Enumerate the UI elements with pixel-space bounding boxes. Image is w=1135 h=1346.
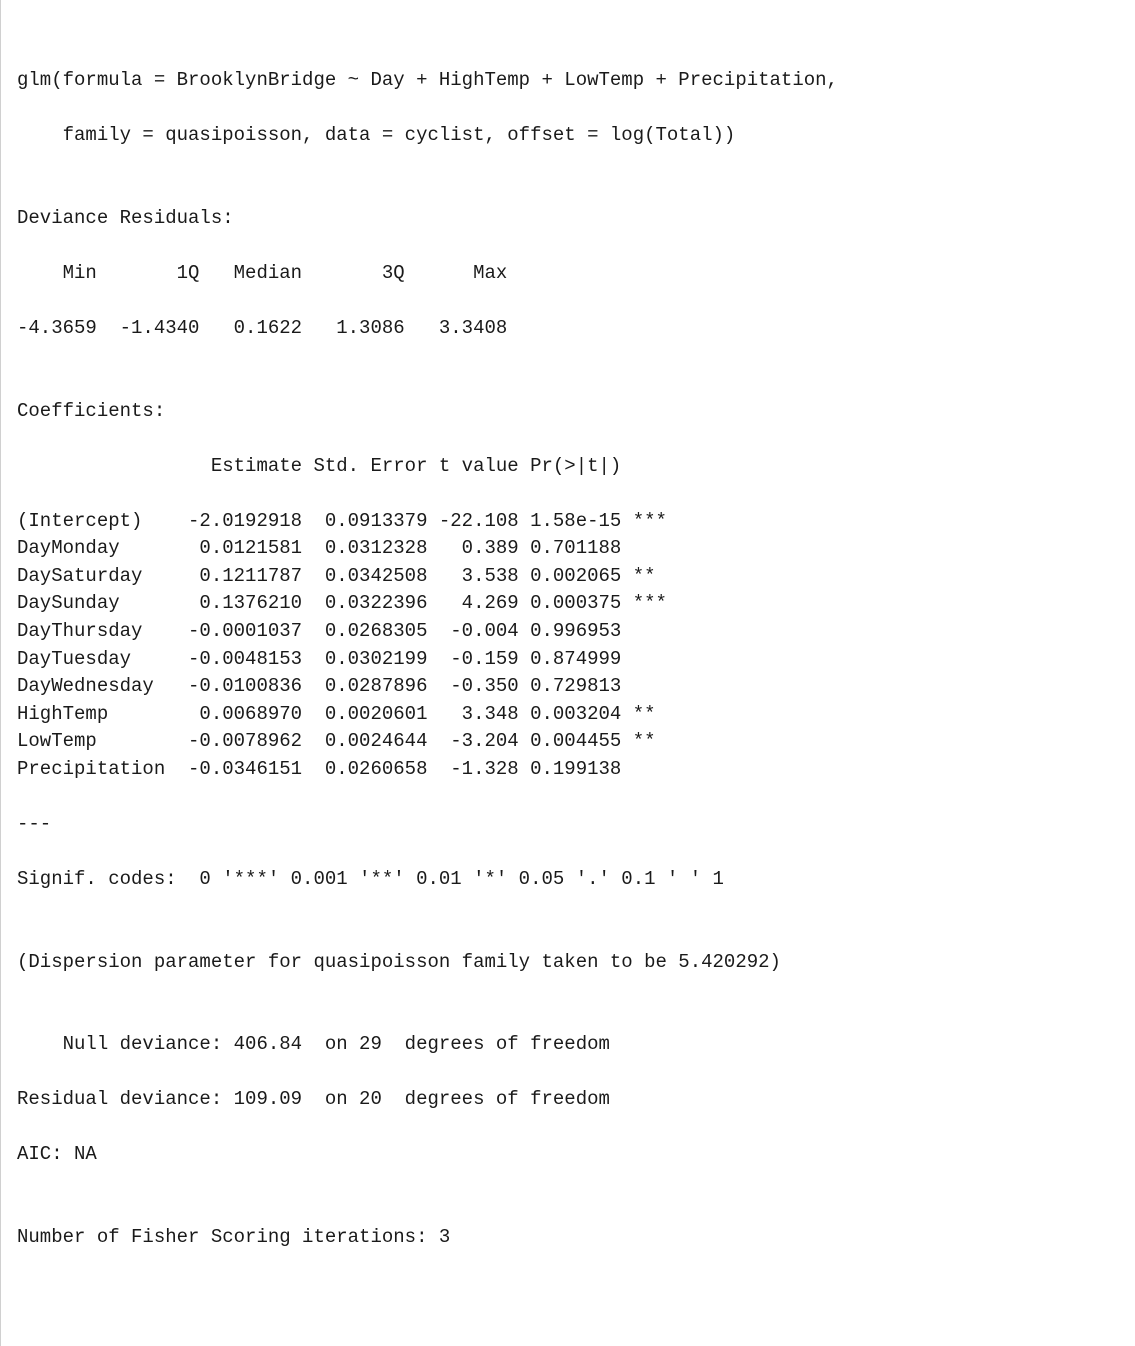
coefficient-row: DayTuesday -0.0048153 0.0302199 -0.159 0… (17, 646, 1119, 674)
deviance-residuals-title: Deviance Residuals: (17, 205, 1119, 233)
null-deviance: Null deviance: 406.84 on 29 degrees of f… (17, 1031, 1119, 1059)
coefficients-header: Estimate Std. Error t value Pr(>|t|) (17, 453, 1119, 481)
coefficient-row: LowTemp -0.0078962 0.0024644 -3.204 0.00… (17, 728, 1119, 756)
formula-line-2: family = quasipoisson, data = cyclist, o… (17, 122, 1119, 150)
deviance-residuals-values: -4.3659 -1.4340 0.1622 1.3086 3.3408 (17, 315, 1119, 343)
coefficient-row: (Intercept) -2.0192918 0.0913379 -22.108… (17, 508, 1119, 536)
coefficient-row: DaySaturday 0.1211787 0.0342508 3.538 0.… (17, 563, 1119, 591)
fisher-iterations: Number of Fisher Scoring iterations: 3 (17, 1224, 1119, 1252)
separator: --- (17, 811, 1119, 839)
formula-line-1: glm(formula = BrooklynBridge ~ Day + Hig… (17, 67, 1119, 95)
signif-codes: Signif. codes: 0 '***' 0.001 '**' 0.01 '… (17, 866, 1119, 894)
coefficient-row: DayThursday -0.0001037 0.0268305 -0.004 … (17, 618, 1119, 646)
coefficient-row: HighTemp 0.0068970 0.0020601 3.348 0.003… (17, 701, 1119, 729)
coefficient-row: Precipitation -0.0346151 0.0260658 -1.32… (17, 756, 1119, 784)
residual-deviance: Residual deviance: 109.09 on 20 degrees … (17, 1086, 1119, 1114)
coefficients-title: Coefficients: (17, 398, 1119, 426)
deviance-residuals-header: Min 1Q Median 3Q Max (17, 260, 1119, 288)
dispersion-parameter: (Dispersion parameter for quasipoisson f… (17, 949, 1119, 977)
coefficient-row: DayWednesday -0.0100836 0.0287896 -0.350… (17, 673, 1119, 701)
aic: AIC: NA (17, 1141, 1119, 1169)
coefficient-row: DayMonday 0.0121581 0.0312328 0.389 0.70… (17, 535, 1119, 563)
coefficient-row: DaySunday 0.1376210 0.0322396 4.269 0.00… (17, 590, 1119, 618)
